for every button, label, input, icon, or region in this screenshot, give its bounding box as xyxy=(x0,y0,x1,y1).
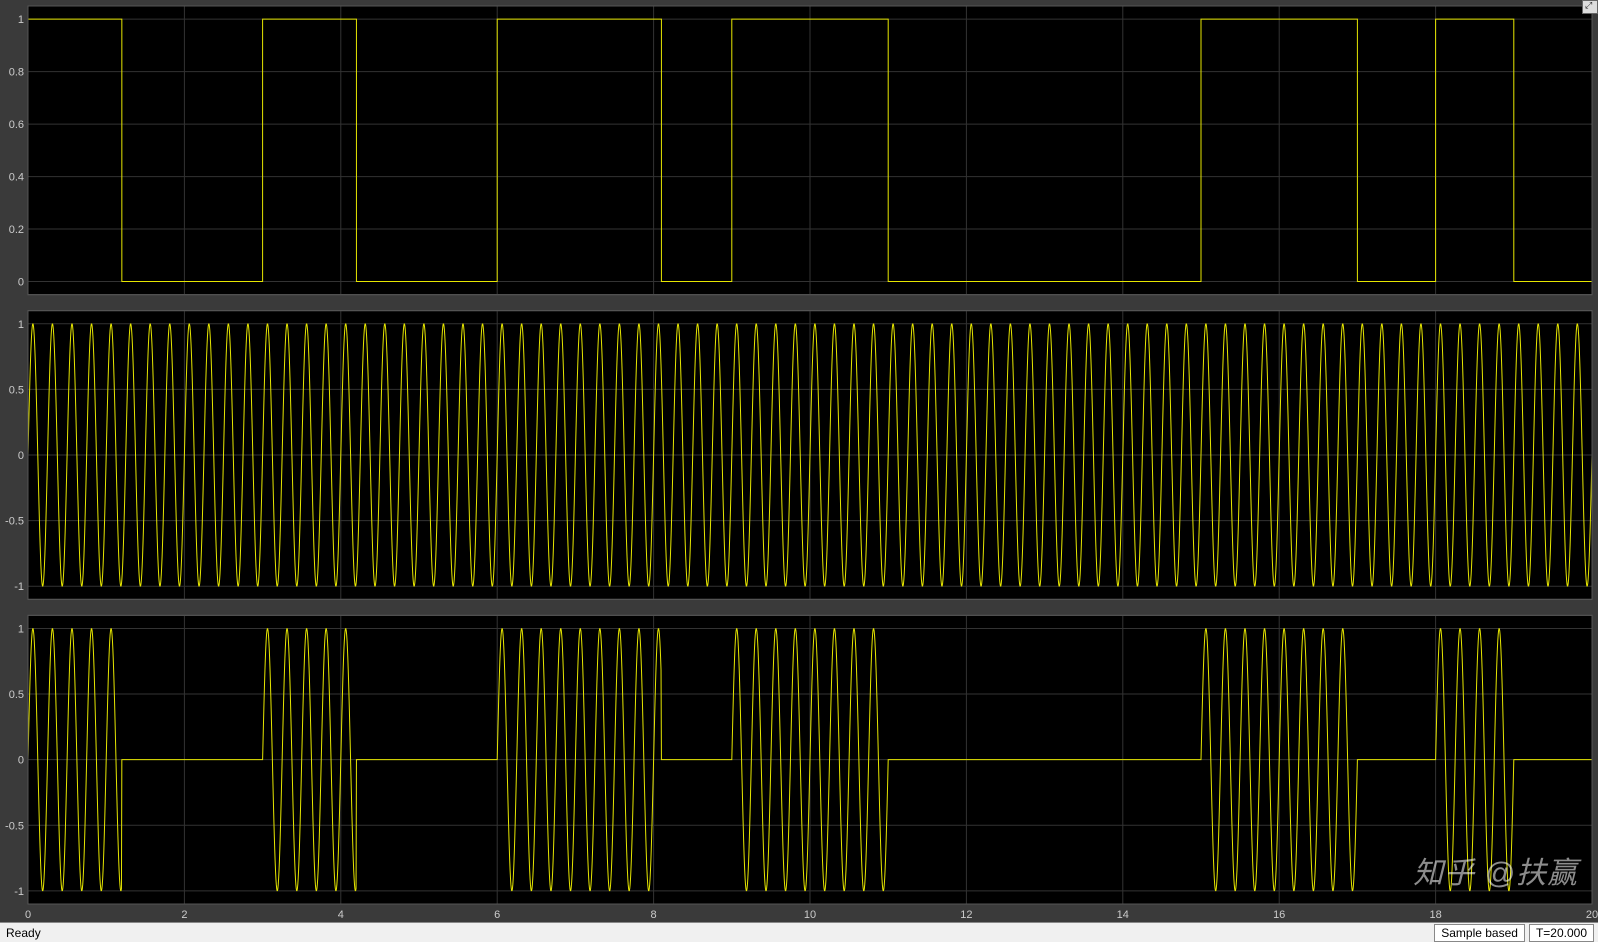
svg-text:0: 0 xyxy=(25,909,31,921)
svg-text:0: 0 xyxy=(18,277,24,289)
svg-text:0: 0 xyxy=(18,755,24,767)
svg-text:0: 0 xyxy=(18,450,24,462)
svg-text:-1: -1 xyxy=(14,581,24,593)
svg-text:4: 4 xyxy=(338,909,344,921)
plot-area[interactable]: 00.20.40.60.81-1-0.500.51-1-0.500.510246… xyxy=(0,0,1598,922)
svg-text:-0.5: -0.5 xyxy=(5,820,24,832)
svg-text:-0.5: -0.5 xyxy=(5,516,24,528)
svg-text:12: 12 xyxy=(960,909,972,921)
svg-text:0.4: 0.4 xyxy=(9,172,24,184)
svg-text:0.6: 0.6 xyxy=(9,119,24,131)
svg-text:16: 16 xyxy=(1273,909,1285,921)
svg-text:0.5: 0.5 xyxy=(9,384,24,396)
svg-text:8: 8 xyxy=(651,909,657,921)
svg-text:14: 14 xyxy=(1117,909,1129,921)
svg-text:18: 18 xyxy=(1429,909,1441,921)
svg-text:0.5: 0.5 xyxy=(9,689,24,701)
scope-svg: 00.20.40.60.81-1-0.500.51-1-0.500.510246… xyxy=(0,0,1598,922)
svg-text:0.2: 0.2 xyxy=(9,224,24,236)
svg-text:20: 20 xyxy=(1586,909,1598,921)
status-time: T=20.000 xyxy=(1529,924,1594,942)
svg-text:1: 1 xyxy=(18,319,24,331)
status-ready-label: Ready xyxy=(0,926,1434,940)
svg-text:6: 6 xyxy=(494,909,500,921)
status-sample-based: Sample based xyxy=(1434,924,1525,942)
svg-text:0.8: 0.8 xyxy=(9,67,24,79)
svg-text:1: 1 xyxy=(18,623,24,635)
svg-text:2: 2 xyxy=(181,909,187,921)
svg-text:1: 1 xyxy=(18,14,24,26)
svg-text:-1: -1 xyxy=(14,886,24,898)
status-bar: Ready Sample based T=20.000 xyxy=(0,922,1598,942)
expand-icon[interactable] xyxy=(1582,0,1598,14)
scope-window: 00.20.40.60.81-1-0.500.51-1-0.500.510246… xyxy=(0,0,1598,942)
svg-text:10: 10 xyxy=(804,909,816,921)
